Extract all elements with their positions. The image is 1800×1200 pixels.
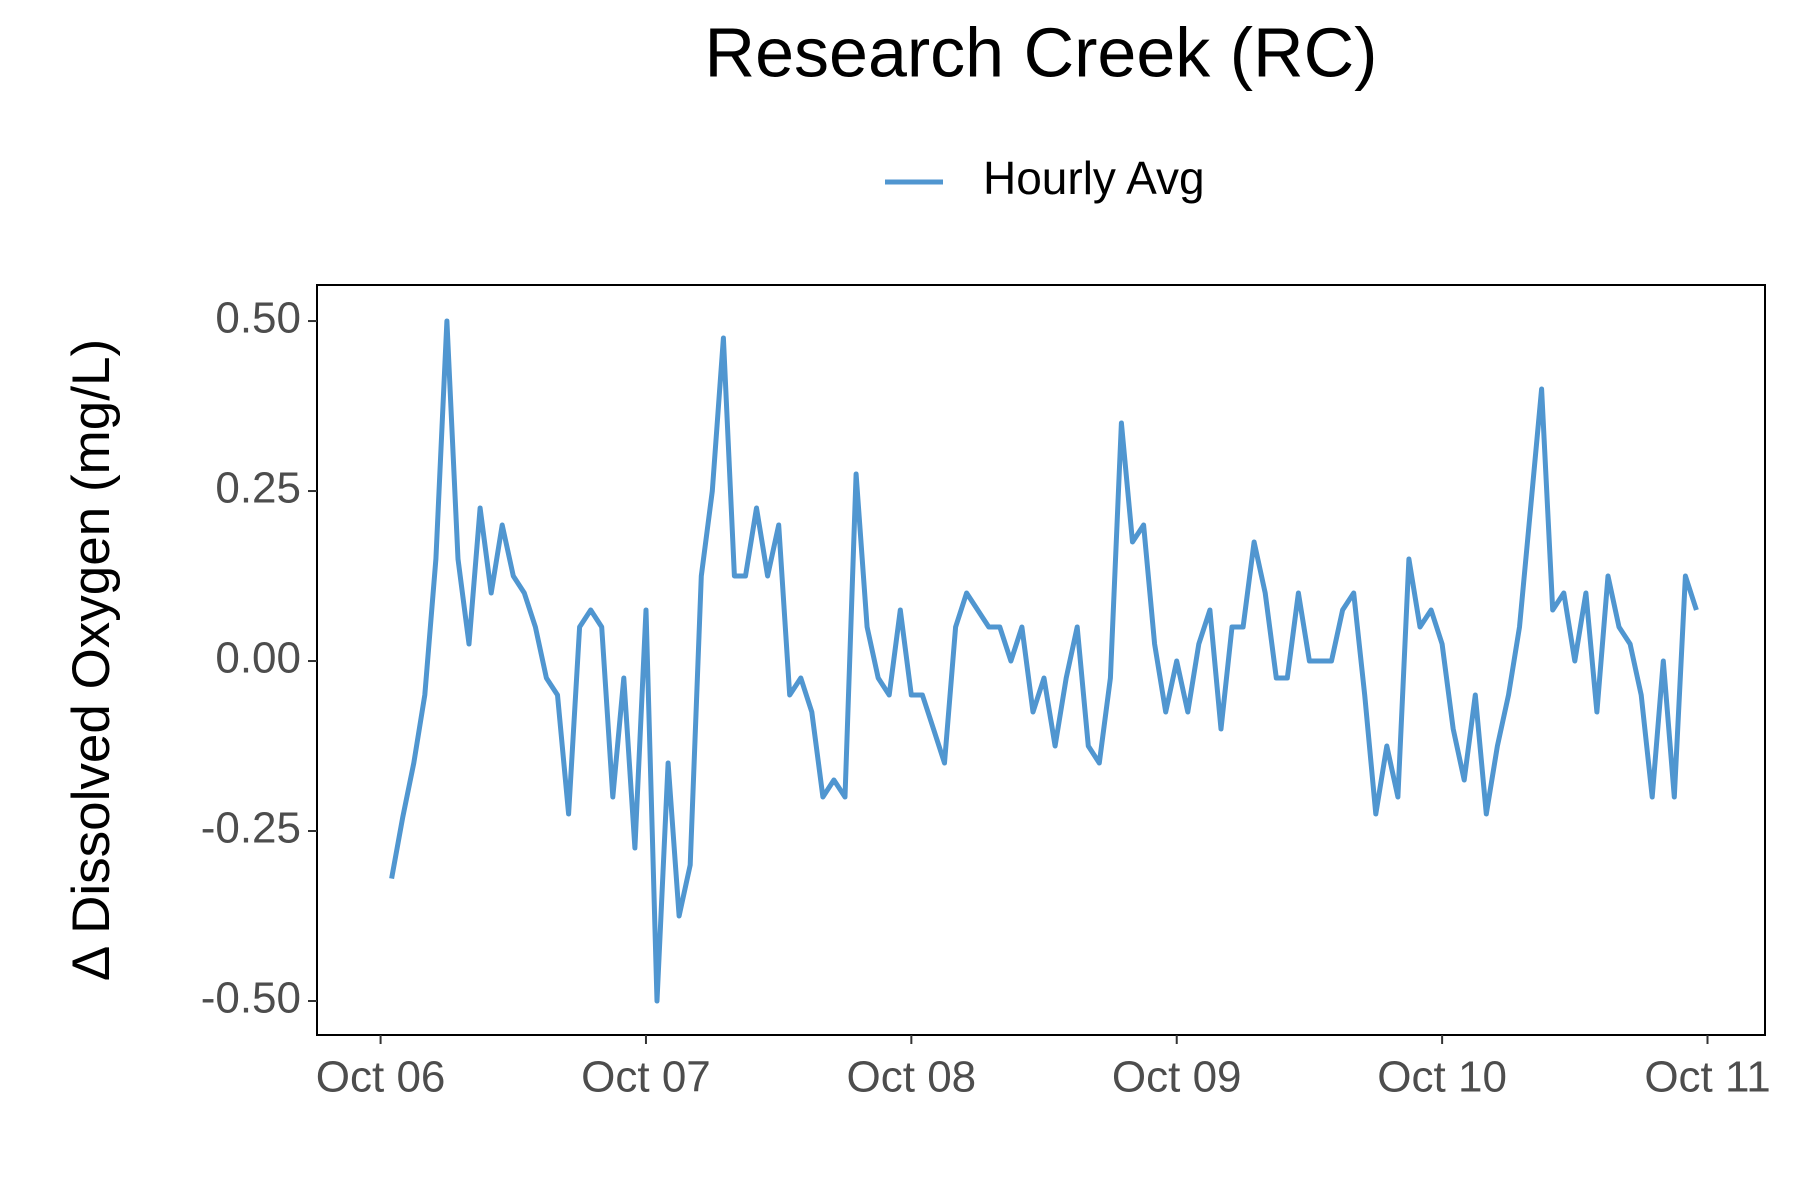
legend-label: Hourly Avg [983, 152, 1205, 204]
data-line [389, 318, 1699, 1004]
y-tick-label: 0.25 [215, 464, 301, 513]
chart-title: Research Creek (RC) [705, 13, 1378, 91]
y-axis-label: Δ Dissolved Oxygen (mg/L) [62, 339, 121, 981]
x-tick-label: Oct 11 [1644, 1053, 1770, 1102]
x-tick-label: Oct 10 [1377, 1053, 1507, 1102]
x-tick-label: Oct 07 [581, 1053, 711, 1102]
x-tick-label: Oct 09 [1112, 1053, 1242, 1102]
y-tick-label: 0.00 [215, 634, 301, 683]
x-tick-label: Oct 06 [316, 1053, 446, 1102]
y-tick-label: 0.50 [215, 294, 301, 343]
y-tick-label: -0.50 [201, 974, 301, 1023]
x-tick-label: Oct 08 [847, 1053, 977, 1102]
y-tick-label: -0.25 [201, 804, 301, 853]
plot-frame [316, 284, 1766, 1036]
